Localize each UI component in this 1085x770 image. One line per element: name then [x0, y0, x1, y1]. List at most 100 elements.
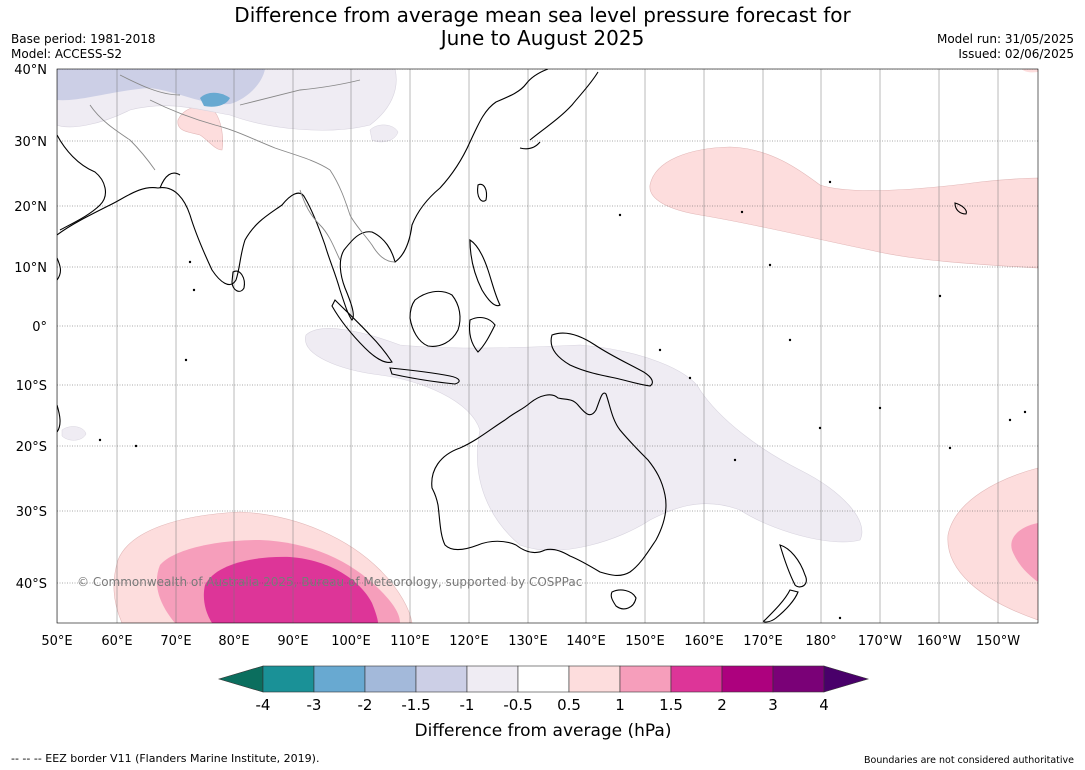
island-dot-15 [1023, 410, 1027, 414]
coastline-australia [431, 392, 667, 576]
eez-border-note: -- -- -- EEZ border V11 (Flanders Marine… [11, 752, 319, 765]
longitude-label: 100°E [331, 634, 371, 649]
map-frame [56, 68, 1039, 624]
colorbar-swatch [364, 665, 417, 693]
colorbar-under-arrow [217, 665, 264, 693]
colorbar-tick-label: -1 [460, 696, 475, 714]
island-dot-17 [688, 376, 692, 380]
longitude-label: 170°E [743, 634, 783, 649]
anomaly-region-neg-karakoram [200, 92, 230, 107]
island-dot-6 [618, 213, 622, 217]
colorbar-tick-label: 2 [717, 696, 727, 714]
longitude-label: 170°W [858, 634, 902, 649]
colorbar-swatch [262, 665, 315, 693]
colorbar-tick-label: 1 [615, 696, 625, 714]
longitude-label: 60°E [101, 634, 132, 649]
longitude-label: 130°E [508, 634, 548, 649]
longitude-label: 70°E [160, 634, 191, 649]
model-run: Model run: 31/05/2025 [936, 32, 1074, 46]
model-name: Model: ACCESS-S2 [11, 47, 123, 61]
longitude-label: 120°E [449, 634, 489, 649]
latitude-label: 40°S [16, 577, 47, 592]
longitude-label: 80°E [218, 634, 249, 649]
colorbar-tick-label: -0.5 [503, 696, 532, 714]
coastline-new-zealand-north [779, 544, 807, 588]
island-dot-18 [658, 348, 662, 352]
island-dot-11 [818, 426, 822, 430]
meta-left: Base period: 1981-2018 Model: ACCESS-S2 [11, 32, 156, 62]
anomaly-region-neg-australia [305, 328, 863, 551]
island-hawaii [954, 202, 967, 215]
coastline-arabia [57, 134, 106, 231]
coastline-borneo [409, 290, 461, 347]
coastline-sulawesi [468, 316, 496, 353]
base-period: Base period: 1981-2018 [11, 32, 156, 46]
country-borders [89, 74, 396, 263]
colorbar-label: Difference from average (hPa) [415, 721, 672, 741]
latitude-labels: 40°N 30°N 20°N 10°N 0° 10°S 20°S 30°S 40°S [14, 63, 47, 592]
island-dot-4 [98, 438, 102, 442]
coastline-africa-horn [57, 257, 61, 281]
map-title: Difference from average mean sea level p… [0, 4, 1085, 50]
coastline-new-zealand-south [763, 589, 799, 623]
anomaly-region-neg-small-2 [61, 426, 87, 441]
island-dot-7 [740, 210, 744, 214]
colorbar: -4 -3 -2 -1.5 -1 -0.5 0.5 1 1.5 2 3 4 [217, 665, 870, 714]
meta-right: Model run: 31/05/2025 Issued: 02/06/2025 [937, 32, 1074, 62]
colorbar-tick-label: 0.5 [557, 696, 581, 714]
latitude-label: 0° [32, 320, 47, 335]
anomaly-shading [57, 69, 1038, 623]
colorbar-swatch [670, 665, 723, 693]
colorbar-tick-label: 1.5 [659, 696, 683, 714]
colorbar-swatch [619, 665, 672, 693]
anomaly-region-1-south-pacific [1011, 523, 1038, 582]
anomaly-region-neg-small-1 [369, 124, 399, 143]
coastline-java [389, 367, 460, 385]
coastline-india-west [159, 172, 181, 189]
coastline-philippines [469, 239, 501, 307]
coastline-asia-mainland [57, 69, 549, 321]
copyright-notice: © Commonwealth of Australia 2025, Bureau… [77, 575, 582, 589]
longitude-label: 160°E [684, 634, 724, 649]
small-islands [98, 180, 1027, 620]
island-dot-3 [184, 358, 188, 362]
anomaly-region-pos-small-ne [1022, 69, 1038, 73]
colorbar-swatch [313, 665, 366, 693]
island-dot-2 [192, 288, 196, 292]
latitude-label: 40°N [14, 63, 47, 78]
border-asia-north [119, 74, 361, 106]
colorbar-tick-label: -4 [256, 696, 271, 714]
colorbar-tick-label: 3 [768, 696, 778, 714]
island-tasmania [610, 589, 637, 610]
island-dot-13 [948, 446, 952, 450]
title-line-1: Difference from average mean sea level p… [234, 3, 851, 27]
island-dot-8 [828, 180, 832, 184]
island-sri-lanka [231, 270, 245, 292]
island-dot-1 [188, 260, 192, 264]
longitude-label: 150°W [976, 634, 1020, 649]
longitude-label: 50°E [41, 634, 72, 649]
island-dot-9 [768, 263, 772, 267]
island-dot-12 [878, 406, 882, 410]
island-dot-20 [938, 294, 942, 298]
longitude-label: 160°W [917, 634, 961, 649]
colorbar-tick-label: 4 [819, 696, 829, 714]
border-myanmar [299, 189, 341, 261]
latitude-label: 30°N [14, 135, 47, 150]
latitude-label: 20°N [14, 200, 47, 215]
issued-date: Issued: 02/06/2025 [958, 47, 1074, 61]
border-southeast-asia [329, 169, 396, 263]
island-dot-5 [134, 444, 138, 448]
coastline-madagascar-edge [57, 404, 61, 433]
title-line-2: June to August 2025 [440, 26, 645, 50]
coastline-new-guinea [550, 332, 653, 387]
longitude-label: 90°E [277, 634, 308, 649]
latitude-label: 30°S [16, 505, 47, 520]
border-pakistan-afghanistan [89, 104, 156, 171]
border-china-india [149, 99, 331, 171]
island-dot-14 [1008, 418, 1012, 422]
latitude-label: 20°S [16, 440, 47, 455]
island-taiwan [477, 183, 488, 202]
colorbar-over-arrow [823, 665, 870, 693]
